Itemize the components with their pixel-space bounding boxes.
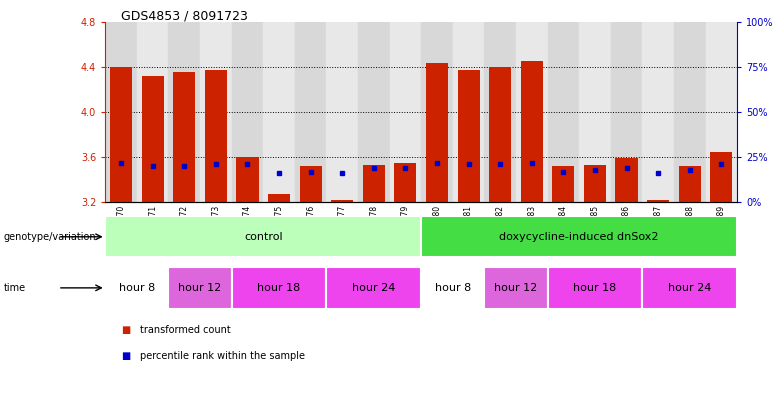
Bar xyxy=(142,76,164,202)
Bar xyxy=(205,70,227,202)
Bar xyxy=(647,200,669,202)
Bar xyxy=(615,158,637,202)
Bar xyxy=(711,152,732,202)
Text: hour 8: hour 8 xyxy=(119,283,155,293)
Text: ■: ■ xyxy=(121,325,130,335)
Bar xyxy=(421,22,452,202)
Bar xyxy=(484,22,516,202)
Bar xyxy=(548,267,642,309)
Bar xyxy=(105,216,421,257)
Bar xyxy=(611,22,643,202)
Bar xyxy=(679,166,700,202)
Text: hour 24: hour 24 xyxy=(352,283,395,293)
Bar xyxy=(137,22,168,202)
Bar xyxy=(168,267,232,309)
Bar xyxy=(110,67,132,202)
Bar xyxy=(484,267,548,309)
Bar xyxy=(332,200,353,202)
Bar xyxy=(426,63,448,202)
Bar xyxy=(200,22,232,202)
Bar xyxy=(236,157,258,202)
Text: hour 18: hour 18 xyxy=(573,283,616,293)
Bar xyxy=(232,267,326,309)
Bar xyxy=(579,22,611,202)
Bar xyxy=(458,70,480,202)
Bar xyxy=(674,22,706,202)
Bar xyxy=(452,22,484,202)
Text: time: time xyxy=(4,283,26,293)
Bar xyxy=(264,22,295,202)
Bar xyxy=(232,22,264,202)
Bar xyxy=(358,22,390,202)
Bar xyxy=(584,165,606,202)
Text: hour 18: hour 18 xyxy=(257,283,300,293)
Bar xyxy=(173,72,195,202)
Text: hour 8: hour 8 xyxy=(434,283,471,293)
Bar xyxy=(326,267,421,309)
Bar xyxy=(521,61,543,202)
Bar xyxy=(300,166,321,202)
Bar xyxy=(295,22,326,202)
Text: doxycycline-induced dnSox2: doxycycline-induced dnSox2 xyxy=(499,232,659,242)
Bar xyxy=(643,267,737,309)
Bar xyxy=(548,22,579,202)
Text: GDS4853 / 8091723: GDS4853 / 8091723 xyxy=(121,10,248,23)
Text: percentile rank within the sample: percentile rank within the sample xyxy=(140,351,306,361)
Bar xyxy=(552,166,574,202)
Bar xyxy=(268,195,290,202)
Bar xyxy=(705,22,737,202)
Bar xyxy=(643,22,674,202)
Text: hour 12: hour 12 xyxy=(179,283,222,293)
Text: ■: ■ xyxy=(121,351,130,361)
Bar xyxy=(363,165,385,202)
Bar xyxy=(105,267,168,309)
Text: genotype/variation: genotype/variation xyxy=(4,232,97,242)
Text: control: control xyxy=(244,232,282,242)
Text: transformed count: transformed count xyxy=(140,325,231,335)
Bar xyxy=(395,163,417,202)
Bar xyxy=(390,22,421,202)
Bar xyxy=(421,216,737,257)
Bar xyxy=(421,267,484,309)
Bar xyxy=(168,22,200,202)
Bar xyxy=(105,22,137,202)
Bar xyxy=(326,22,358,202)
Text: hour 24: hour 24 xyxy=(668,283,711,293)
Bar xyxy=(489,67,511,202)
Text: hour 12: hour 12 xyxy=(495,283,537,293)
Bar xyxy=(516,22,548,202)
